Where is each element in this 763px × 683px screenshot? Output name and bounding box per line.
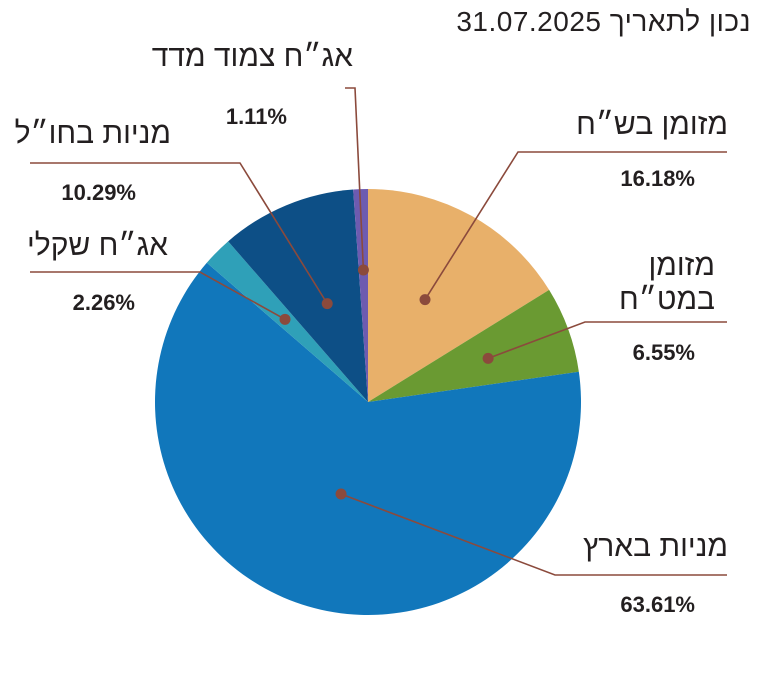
leader-lines bbox=[30, 87, 727, 576]
label-cash-ils: מזומן בש״ח bbox=[576, 108, 728, 141]
leader-cpi-bonds-dot bbox=[357, 264, 369, 276]
leader-cash-fx-dot bbox=[482, 352, 494, 364]
leader-cash-fx bbox=[487, 321, 727, 360]
label-domestic-stocks: מניות בארץ bbox=[583, 530, 728, 563]
value-cash-fx: 6.55% bbox=[632, 340, 695, 365]
slice-cash-fx bbox=[368, 289, 579, 402]
slice-cpi-bonds bbox=[353, 189, 368, 402]
value-cash-ils: 16.18% bbox=[620, 166, 695, 191]
value-shekel-bonds: 2.26% bbox=[72, 290, 135, 315]
leader-shekel-bonds bbox=[30, 271, 286, 321]
label-cash-fx: מזומן במט״ח bbox=[619, 249, 715, 316]
value-domestic-stocks: 63.61% bbox=[620, 592, 695, 617]
label-cpi-bonds: אג״ח צמוד מדד bbox=[151, 40, 353, 73]
leader-cash-ils bbox=[424, 151, 727, 301]
leader-cash-ils-dot bbox=[419, 294, 431, 306]
slice-cash-ils bbox=[368, 189, 550, 402]
leader-domestic-stocks bbox=[340, 493, 727, 576]
leader-shekel-bonds-dot bbox=[279, 313, 291, 325]
slice-foreign-stocks bbox=[228, 189, 368, 402]
value-cpi-bonds: 1.11% bbox=[225, 104, 287, 129]
leader-foreign-stocks-dot bbox=[321, 298, 333, 310]
label-shekel-bonds: אג״ח שקלי bbox=[27, 229, 168, 262]
leader-domestic-stocks-dot bbox=[335, 488, 347, 500]
leader-cpi-bonds bbox=[345, 87, 365, 271]
pie-slices bbox=[154, 189, 581, 615]
slice-domestic-stocks bbox=[154, 262, 581, 615]
chart-title: נכון לתאריך 31.07.2025 bbox=[456, 6, 751, 37]
leader-foreign-stocks bbox=[30, 162, 328, 305]
label-foreign-stocks: מניות בחו״ל bbox=[14, 117, 171, 150]
value-foreign-stocks: 10.29% bbox=[61, 180, 136, 205]
